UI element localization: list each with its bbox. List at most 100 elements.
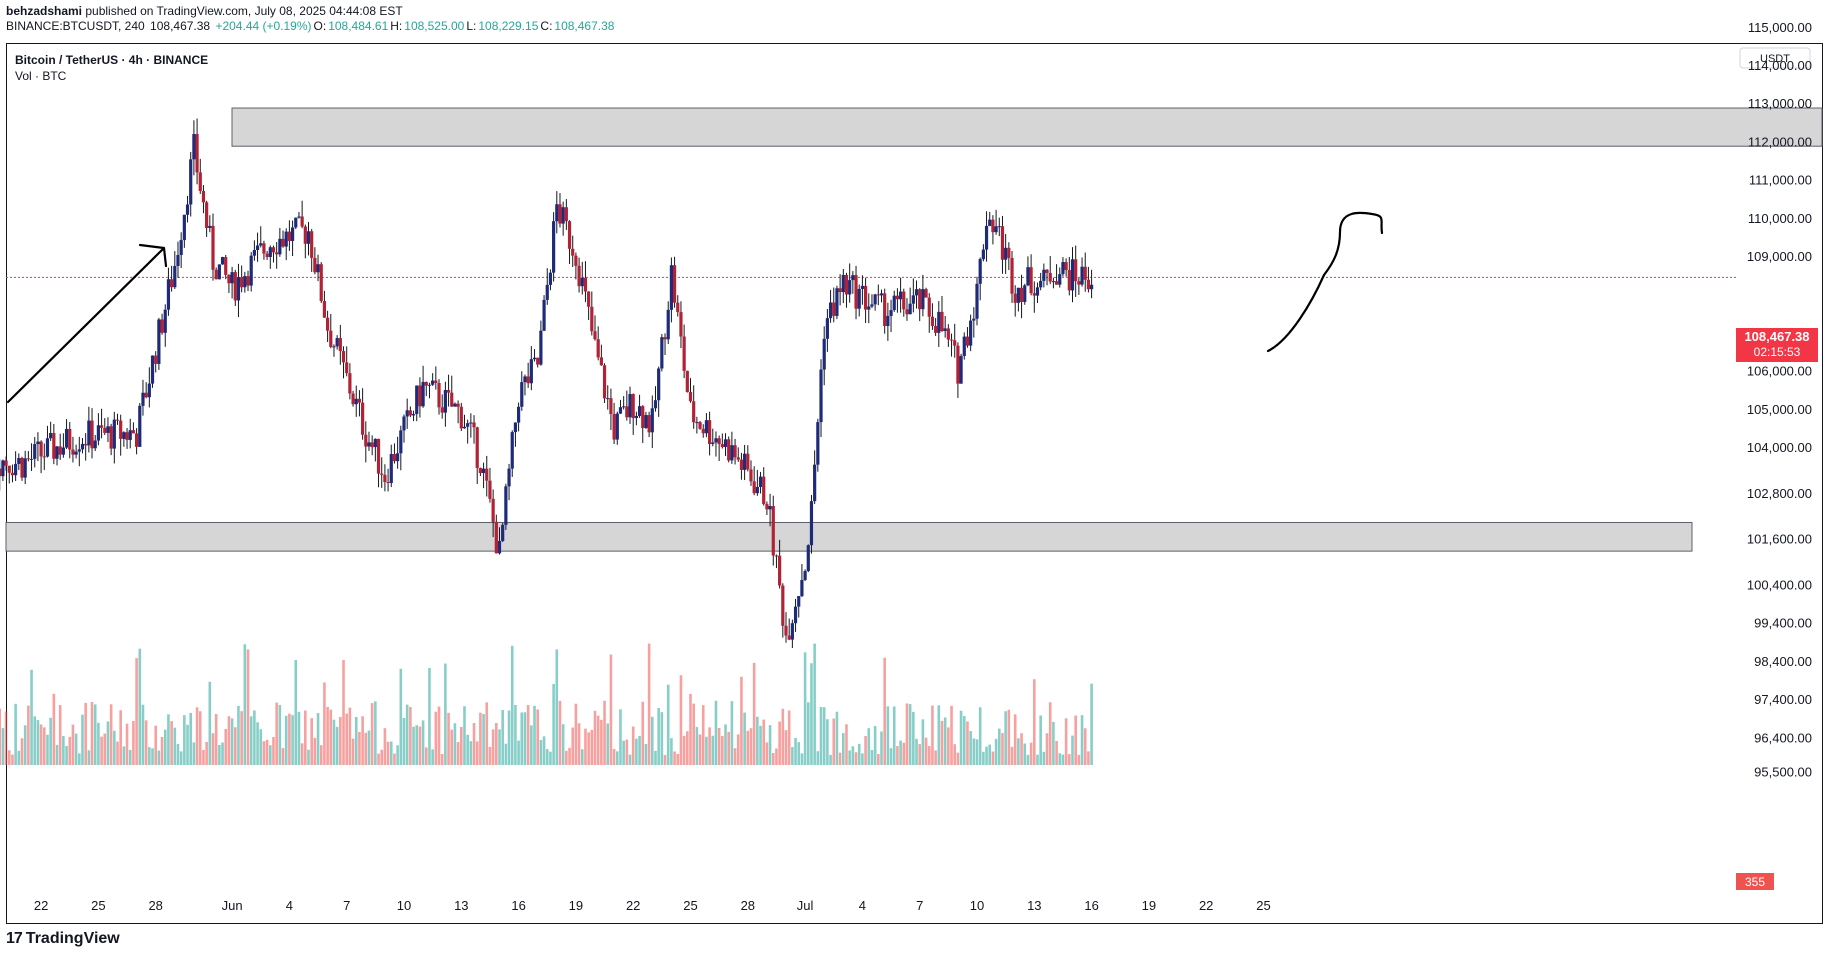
- candle-body[interactable]: [542, 299, 546, 331]
- candle-body[interactable]: [93, 440, 97, 449]
- candle-body[interactable]: [96, 425, 100, 441]
- candle-body[interactable]: [170, 279, 174, 288]
- currency-box[interactable]: [1739, 47, 1811, 69]
- candle-body[interactable]: [520, 382, 524, 407]
- candle-body[interactable]: [255, 245, 260, 250]
- candle-body[interactable]: [899, 291, 903, 300]
- candle-body[interactable]: [205, 202, 209, 229]
- candle-body[interactable]: [290, 227, 295, 241]
- candle-body[interactable]: [386, 481, 390, 484]
- candle-body[interactable]: [268, 247, 272, 258]
- candle-body[interactable]: [481, 468, 486, 474]
- candle-body[interactable]: [552, 221, 556, 273]
- candle-body[interactable]: [58, 446, 62, 455]
- trend-arrow-drawing[interactable]: [6, 243, 168, 404]
- candle-body[interactable]: [838, 288, 842, 293]
- candle-body[interactable]: [80, 443, 85, 450]
- candle-body[interactable]: [816, 422, 820, 465]
- candle-body[interactable]: [434, 380, 438, 383]
- candle-body[interactable]: [708, 420, 712, 445]
- candle-body[interactable]: [634, 415, 638, 419]
- candle-body[interactable]: [144, 392, 148, 398]
- candle-body[interactable]: [988, 219, 992, 226]
- candle-body[interactable]: [364, 434, 368, 447]
- candle-body[interactable]: [879, 293, 884, 296]
- candle-body[interactable]: [456, 403, 460, 407]
- candle-body[interactable]: [949, 339, 954, 341]
- chart-frame[interactable]: [6, 43, 1823, 924]
- candle-body[interactable]: [7, 465, 11, 473]
- candle-body[interactable]: [937, 311, 941, 333]
- candle-body[interactable]: [727, 439, 731, 461]
- candle-body[interactable]: [679, 312, 683, 337]
- candle-body[interactable]: [252, 249, 256, 256]
- candle-body[interactable]: [453, 403, 457, 407]
- candle-body[interactable]: [523, 376, 527, 383]
- candle-body[interactable]: [1080, 266, 1084, 285]
- candle-body[interactable]: [593, 331, 597, 340]
- candle-body[interactable]: [316, 264, 320, 273]
- candle-body[interactable]: [185, 204, 190, 215]
- candle-body[interactable]: [284, 231, 288, 247]
- candle-body[interactable]: [90, 420, 94, 449]
- candle-body[interactable]: [220, 257, 225, 265]
- candle-body[interactable]: [991, 219, 995, 233]
- candle-body[interactable]: [822, 338, 826, 370]
- support-zone[interactable]: [5, 521, 1693, 552]
- candle-body[interactable]: [408, 410, 412, 416]
- candle-body[interactable]: [934, 325, 938, 333]
- candle-body[interactable]: [590, 306, 594, 332]
- candle-body[interactable]: [278, 238, 282, 255]
- candle-body[interactable]: [943, 328, 947, 332]
- candle-body[interactable]: [1019, 287, 1024, 302]
- candle-body[interactable]: [49, 433, 53, 439]
- candle-body[interactable]: [52, 433, 56, 459]
- candle-body[interactable]: [914, 289, 919, 296]
- candle-body[interactable]: [548, 272, 553, 285]
- candle-body[interactable]: [427, 384, 432, 386]
- candle-body[interactable]: [485, 468, 489, 481]
- candle-body[interactable]: [157, 319, 161, 364]
- candle-body[interactable]: [64, 428, 69, 448]
- candle-body[interactable]: [450, 392, 454, 407]
- candle-body[interactable]: [622, 406, 626, 408]
- candle-body[interactable]: [55, 446, 59, 459]
- candle-body[interactable]: [26, 458, 30, 460]
- candle-body[interactable]: [723, 439, 728, 447]
- candle-body[interactable]: [863, 285, 868, 310]
- publisher-name[interactable]: behzadshami: [6, 4, 83, 18]
- candle-body[interactable]: [300, 216, 304, 227]
- candle-body[interactable]: [905, 309, 909, 315]
- candle-body[interactable]: [4, 460, 8, 466]
- candle-body[interactable]: [163, 309, 167, 333]
- projection-curve-drawing[interactable]: [1266, 211, 1384, 353]
- candle-body[interactable]: [599, 357, 603, 366]
- candle-body[interactable]: [1070, 259, 1075, 291]
- candle-body[interactable]: [103, 427, 107, 433]
- candle-body[interactable]: [682, 336, 686, 371]
- candle-body[interactable]: [532, 357, 537, 360]
- candle-body[interactable]: [921, 289, 925, 310]
- resistance-zone[interactable]: [231, 107, 1823, 147]
- candle-body[interactable]: [647, 415, 651, 433]
- candle-body[interactable]: [835, 288, 839, 316]
- candle-body[interactable]: [373, 438, 377, 448]
- candle-body[interactable]: [692, 401, 696, 423]
- candle-body[interactable]: [959, 356, 963, 384]
- candle-body[interactable]: [580, 277, 584, 287]
- candle-body[interactable]: [701, 428, 705, 434]
- candle-body[interactable]: [287, 231, 291, 241]
- candle-body[interactable]: [854, 275, 858, 309]
- candle-body[interactable]: [217, 264, 221, 280]
- candle-body[interactable]: [84, 443, 88, 446]
- candle-body[interactable]: [497, 540, 502, 554]
- candle-body[interactable]: [510, 432, 514, 469]
- candle-body[interactable]: [259, 243, 263, 246]
- candle-body[interactable]: [354, 398, 358, 405]
- candle-body[interactable]: [431, 380, 435, 385]
- candle-body[interactable]: [790, 623, 794, 640]
- candle-body[interactable]: [650, 408, 654, 433]
- candle-body[interactable]: [214, 269, 218, 280]
- candle-body[interactable]: [1004, 247, 1008, 260]
- candle-body[interactable]: [466, 423, 470, 427]
